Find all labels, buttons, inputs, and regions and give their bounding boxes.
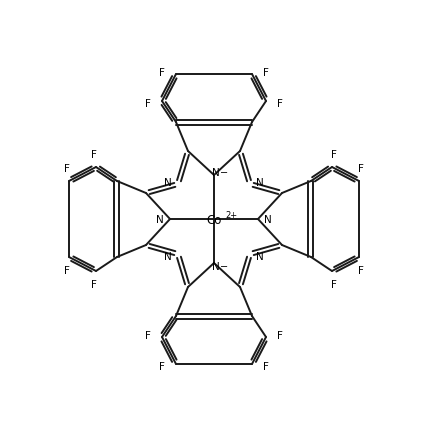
Text: N: N (256, 251, 264, 261)
Text: N: N (156, 215, 164, 225)
Text: F: F (358, 265, 364, 276)
Text: N: N (212, 168, 220, 177)
Text: F: F (145, 330, 151, 340)
Text: 2+: 2+ (225, 211, 237, 220)
Text: N: N (164, 177, 172, 187)
Text: F: F (277, 330, 283, 340)
Text: F: F (263, 68, 269, 78)
Text: N: N (256, 177, 264, 187)
Text: N: N (212, 261, 220, 272)
Text: F: F (331, 150, 337, 159)
Text: F: F (159, 68, 165, 78)
Text: F: F (331, 279, 337, 290)
Text: F: F (64, 164, 70, 173)
Text: Co: Co (206, 213, 222, 226)
Text: F: F (159, 361, 165, 371)
Text: F: F (277, 99, 283, 109)
Text: F: F (64, 265, 70, 276)
Text: N: N (164, 251, 172, 261)
Text: F: F (91, 279, 97, 290)
Text: F: F (91, 150, 97, 159)
Text: −: − (220, 261, 228, 272)
Text: F: F (358, 164, 364, 173)
Text: F: F (263, 361, 269, 371)
Text: −: − (220, 168, 228, 177)
Text: F: F (145, 99, 151, 109)
Text: N: N (264, 215, 272, 225)
